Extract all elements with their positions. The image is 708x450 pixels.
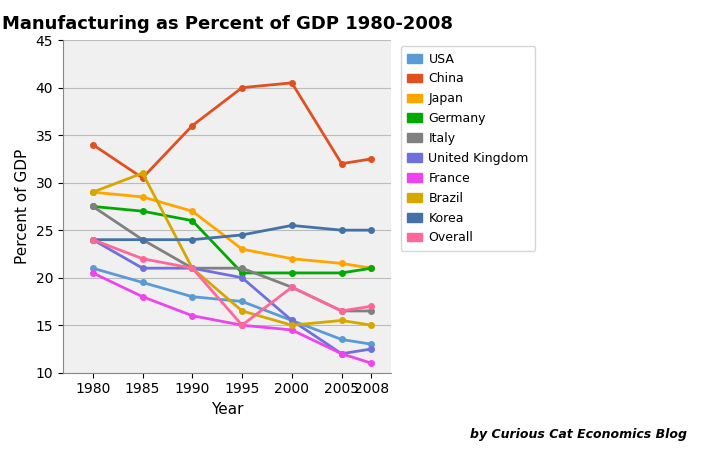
Overall <box>337 308 346 314</box>
France <box>88 270 97 276</box>
Korea <box>287 223 296 228</box>
X-axis label: Year: Year <box>211 402 244 417</box>
Germany <box>287 270 296 276</box>
Overall <box>138 256 147 261</box>
United Kingdom <box>238 275 246 280</box>
France <box>238 323 246 328</box>
Line: Germany: Germany <box>90 204 375 276</box>
Title: Manufacturing as Percent of GDP 1980-2008: Manufacturing as Percent of GDP 1980-200… <box>1 15 452 33</box>
Italy <box>88 204 97 209</box>
Overall <box>88 237 97 243</box>
Italy <box>337 308 346 314</box>
Italy <box>367 308 376 314</box>
USA <box>188 294 197 299</box>
Line: Japan: Japan <box>90 189 375 271</box>
France <box>188 313 197 319</box>
Text: by Curious Cat Economics Blog: by Curious Cat Economics Blog <box>470 428 687 441</box>
United Kingdom <box>188 266 197 271</box>
China <box>88 142 97 147</box>
Y-axis label: Percent of GDP: Percent of GDP <box>15 149 30 264</box>
Line: USA: USA <box>90 266 375 347</box>
Japan <box>287 256 296 261</box>
Germany <box>337 270 346 276</box>
Korea <box>88 237 97 243</box>
China <box>367 156 376 162</box>
Overall <box>188 266 197 271</box>
France <box>337 351 346 356</box>
Japan <box>367 266 376 271</box>
USA <box>238 299 246 304</box>
China <box>287 80 296 86</box>
Line: Overall: Overall <box>90 237 375 328</box>
Brazil <box>188 266 197 271</box>
Italy <box>238 266 246 271</box>
Line: Brazil: Brazil <box>90 171 375 328</box>
Overall <box>238 323 246 328</box>
Italy <box>287 284 296 290</box>
Overall <box>367 303 376 309</box>
Japan <box>337 261 346 266</box>
Brazil <box>337 318 346 323</box>
Line: France: France <box>90 270 375 366</box>
Germany <box>238 270 246 276</box>
Italy <box>188 266 197 271</box>
Japan <box>138 194 147 200</box>
France <box>367 360 376 366</box>
USA <box>367 342 376 347</box>
Brazil <box>88 189 97 195</box>
China <box>337 161 346 166</box>
China <box>238 85 246 90</box>
Brazil <box>138 171 147 176</box>
Brazil <box>367 323 376 328</box>
United Kingdom <box>367 346 376 351</box>
Line: Italy: Italy <box>90 204 375 314</box>
France <box>138 294 147 299</box>
Line: China: China <box>90 80 375 181</box>
Japan <box>88 189 97 195</box>
Germany <box>138 208 147 214</box>
Japan <box>188 208 197 214</box>
Germany <box>188 218 197 223</box>
Overall <box>287 284 296 290</box>
USA <box>337 337 346 342</box>
Korea <box>188 237 197 243</box>
United Kingdom <box>337 351 346 356</box>
United Kingdom <box>88 237 97 243</box>
Line: United Kingdom: United Kingdom <box>90 237 375 356</box>
Korea <box>367 227 376 233</box>
Germany <box>88 204 97 209</box>
Legend: USA, China, Japan, Germany, Italy, United Kingdom, France, Brazil, Korea, Overal: USA, China, Japan, Germany, Italy, Unite… <box>401 46 535 251</box>
Korea <box>138 237 147 243</box>
Korea <box>337 227 346 233</box>
Japan <box>238 247 246 252</box>
USA <box>138 280 147 285</box>
China <box>188 123 197 128</box>
Italy <box>138 237 147 243</box>
Brazil <box>287 323 296 328</box>
China <box>138 175 147 180</box>
USA <box>287 318 296 323</box>
France <box>287 327 296 333</box>
USA <box>88 266 97 271</box>
Germany <box>367 266 376 271</box>
Korea <box>238 232 246 238</box>
Line: Korea: Korea <box>90 223 375 243</box>
Brazil <box>238 308 246 314</box>
United Kingdom <box>287 318 296 323</box>
United Kingdom <box>138 266 147 271</box>
